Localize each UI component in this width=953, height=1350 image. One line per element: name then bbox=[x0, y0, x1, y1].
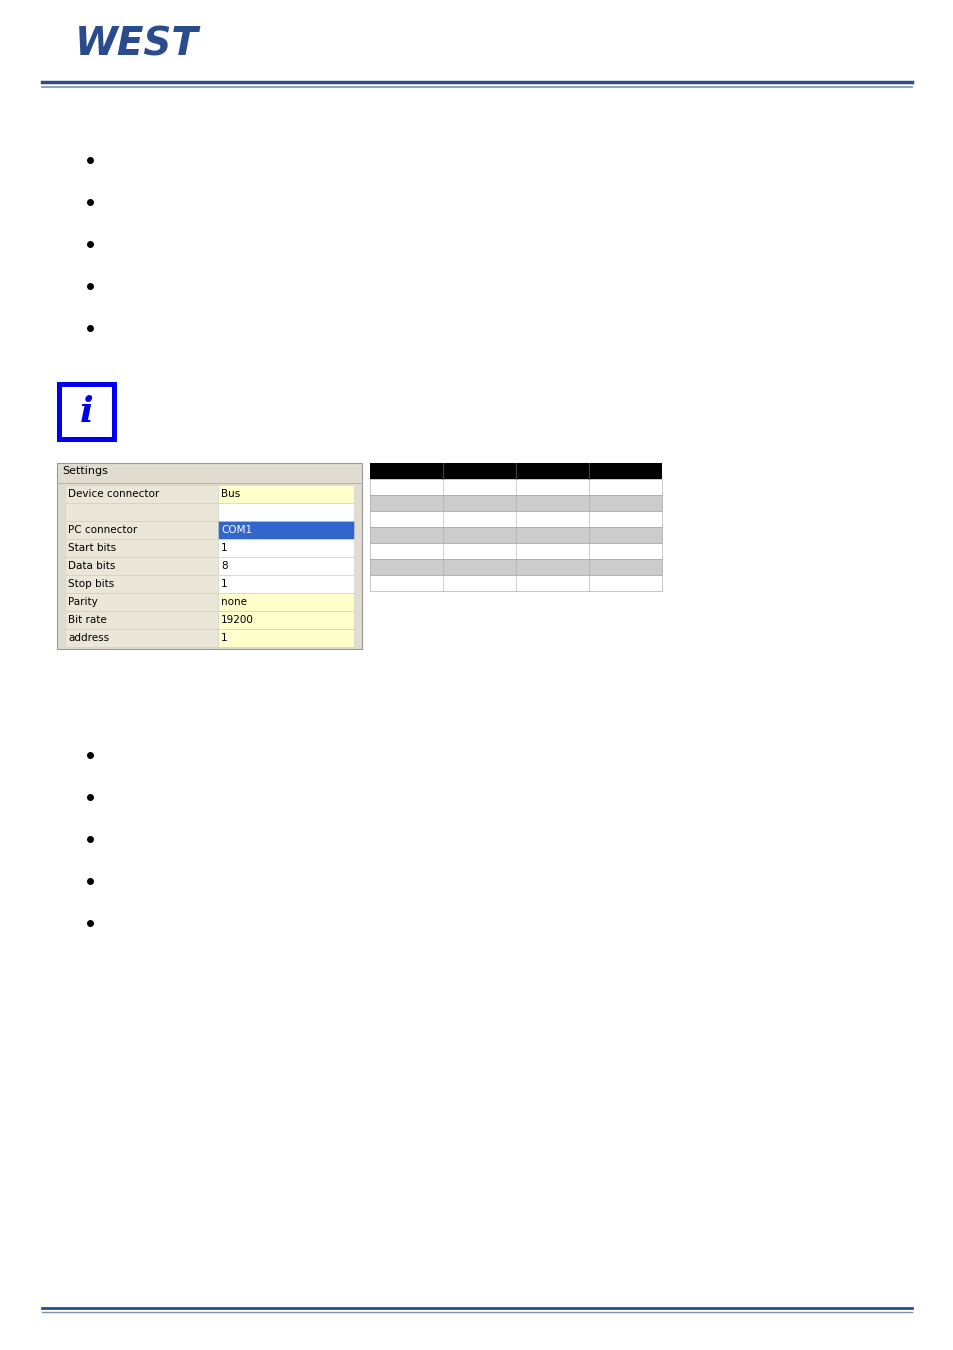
Bar bbox=[370, 463, 661, 479]
Bar bbox=[62, 387, 112, 437]
Bar bbox=[57, 382, 117, 441]
Text: 19200: 19200 bbox=[221, 616, 253, 625]
Bar bbox=[65, 558, 218, 575]
Bar bbox=[57, 463, 361, 649]
Bar bbox=[218, 558, 354, 575]
Bar bbox=[218, 504, 354, 521]
Bar bbox=[65, 612, 218, 629]
Text: COM1: COM1 bbox=[221, 525, 252, 535]
Text: address: address bbox=[68, 633, 109, 643]
Text: Start bits: Start bits bbox=[68, 543, 116, 554]
Bar bbox=[65, 485, 218, 504]
Text: Parity: Parity bbox=[68, 597, 97, 608]
Text: 1: 1 bbox=[221, 579, 228, 589]
Bar bbox=[65, 593, 218, 612]
Bar bbox=[218, 612, 354, 629]
Bar bbox=[65, 575, 218, 593]
Text: PC connector: PC connector bbox=[68, 525, 137, 535]
Text: 1: 1 bbox=[221, 543, 228, 554]
Bar bbox=[65, 521, 218, 539]
Bar bbox=[65, 504, 218, 521]
Text: Data bits: Data bits bbox=[68, 562, 115, 571]
Bar bbox=[370, 575, 661, 591]
Text: Stop bits: Stop bits bbox=[68, 579, 114, 589]
Text: Bit rate: Bit rate bbox=[68, 616, 107, 625]
Text: none: none bbox=[221, 597, 247, 608]
Bar bbox=[370, 543, 661, 559]
Bar bbox=[65, 629, 218, 647]
Text: Bus: Bus bbox=[221, 489, 240, 500]
Bar bbox=[218, 539, 354, 558]
Bar bbox=[218, 593, 354, 612]
Bar bbox=[370, 479, 661, 495]
Bar bbox=[65, 539, 218, 558]
Bar bbox=[218, 575, 354, 593]
Text: i: i bbox=[80, 396, 93, 429]
Text: 8: 8 bbox=[221, 562, 228, 571]
Text: Device connector: Device connector bbox=[68, 489, 159, 500]
Bar bbox=[218, 485, 354, 504]
Bar bbox=[218, 629, 354, 647]
Bar bbox=[370, 495, 661, 512]
Bar bbox=[370, 512, 661, 526]
Bar bbox=[370, 559, 661, 575]
Bar bbox=[370, 526, 661, 543]
Text: WEST: WEST bbox=[75, 26, 198, 63]
Text: 1: 1 bbox=[221, 633, 228, 643]
Bar bbox=[218, 521, 354, 539]
Text: Settings: Settings bbox=[62, 466, 108, 477]
